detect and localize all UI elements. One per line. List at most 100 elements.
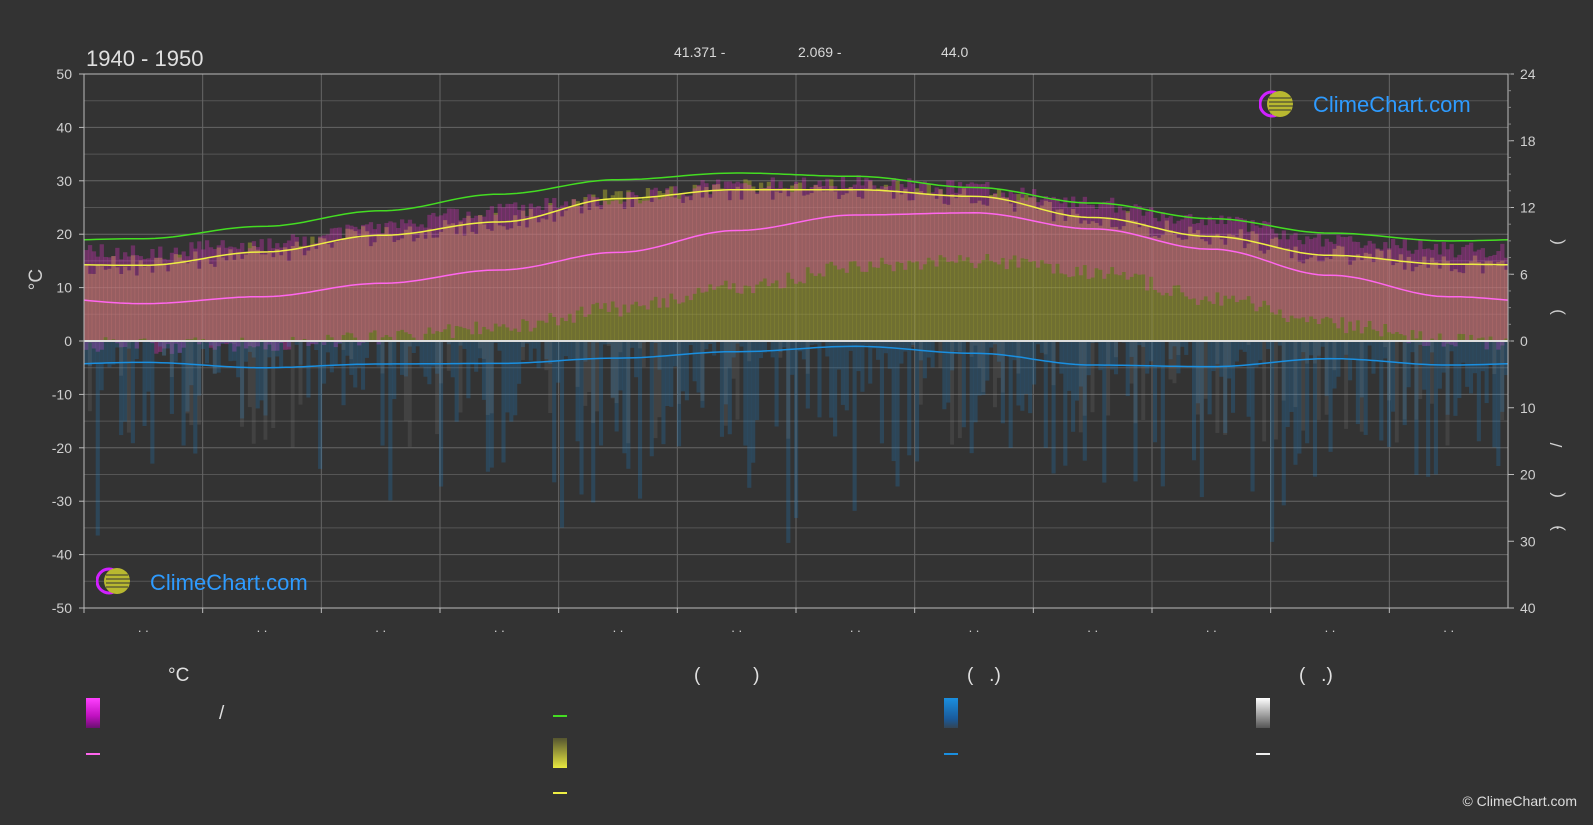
snow-bar	[169, 341, 174, 378]
precip-bar	[388, 341, 393, 501]
brand-name-bottom[interactable]: ClimeChart.com	[150, 570, 308, 595]
sunshine-bar	[661, 193, 666, 341]
x-tick-label: . .	[375, 620, 386, 635]
precip-bar	[115, 341, 120, 348]
right-axis-glyph: (	[1547, 239, 1566, 245]
precip-bar	[665, 341, 670, 407]
precip-bar	[637, 341, 643, 499]
sunshine-bar	[532, 216, 537, 341]
sunshine-bar	[665, 189, 670, 341]
sunshine-bar	[228, 249, 233, 341]
temp-range-bar	[957, 182, 963, 256]
precip-bar	[1223, 341, 1228, 433]
precip-bar	[1468, 341, 1474, 394]
sunshine-bar	[1410, 271, 1415, 341]
snow-bar	[786, 341, 791, 439]
sunshine-bar	[918, 191, 924, 341]
temp-range-bar	[548, 205, 553, 314]
sunshine-bar	[938, 188, 943, 341]
sunshine-bar	[575, 201, 580, 341]
sunshine-bar	[1468, 261, 1474, 341]
sunshine-bar	[1273, 237, 1279, 341]
snow-bar	[1078, 341, 1083, 433]
precip-bar	[177, 341, 182, 354]
precip-bar	[1043, 341, 1048, 448]
precip-bar	[1465, 341, 1470, 387]
precip-bar	[298, 341, 303, 365]
precip-bar	[630, 341, 635, 348]
temp-range-bar	[692, 188, 697, 294]
temp-range-bar	[388, 221, 393, 337]
precip-bar	[891, 341, 896, 462]
precip-bar	[1156, 341, 1161, 366]
temp-range-bar	[969, 182, 974, 263]
precip-bar	[439, 341, 444, 487]
temp-range-bar	[899, 184, 904, 264]
temp-range-bar	[1480, 248, 1485, 338]
temp-range-bar	[872, 185, 877, 268]
sunshine-bar	[829, 179, 834, 341]
sunshine-bar	[825, 191, 830, 341]
sunshine-bar	[961, 188, 967, 341]
temp-range-bar	[1141, 215, 1146, 275]
sunshine-bar	[368, 246, 374, 341]
snow-bar	[731, 341, 736, 379]
sunshine-bar	[1043, 200, 1049, 341]
precip-bar	[1500, 341, 1505, 412]
temp-range-bar	[965, 183, 971, 258]
precip-bar	[1067, 341, 1072, 391]
snow-bar	[1281, 341, 1286, 401]
snow-bar	[548, 341, 553, 413]
temp-range-bar	[716, 179, 721, 287]
precip-bar	[1293, 341, 1298, 465]
snow-bar	[973, 341, 978, 346]
sunshine-bar	[1176, 237, 1181, 341]
precip-bar	[895, 341, 900, 487]
precip-bar	[1387, 341, 1392, 447]
sunshine-bar	[622, 208, 627, 341]
precip-bar	[193, 341, 198, 454]
sunshine-bar	[290, 246, 296, 341]
sunshine-bar	[844, 193, 850, 341]
sunshine-bar	[669, 186, 674, 341]
snow-bar	[993, 341, 997, 408]
sunshine-bar	[388, 235, 393, 341]
temp-range-bar	[1429, 249, 1435, 339]
snow-bar	[911, 341, 915, 348]
temp-range-bar	[1008, 190, 1013, 260]
sunshine-bar	[1164, 220, 1169, 341]
precip-bar	[926, 341, 931, 358]
temp-range-bar	[103, 256, 108, 338]
precip-bar	[1367, 341, 1372, 346]
sunshine-bar	[478, 215, 483, 341]
temp-range-bar	[130, 245, 136, 341]
sunshine-bar	[1441, 256, 1446, 341]
sunshine-bar	[1363, 252, 1368, 341]
precip-bar	[341, 341, 346, 406]
sunshine-bar	[216, 247, 221, 341]
sunshine-bar	[165, 271, 171, 341]
sunshine-bar	[423, 238, 428, 341]
sunshine-bar	[407, 226, 413, 341]
brand-name-top[interactable]: ClimeChart.com	[1313, 92, 1471, 117]
snow-bar	[641, 341, 646, 367]
temp-range-bar	[1223, 224, 1228, 296]
sunshine-bar	[630, 207, 635, 341]
y-left-tick-label: 20	[56, 226, 72, 242]
temp-range-bar	[719, 191, 725, 286]
temp-range-bar	[1500, 243, 1505, 346]
y-right-top-tick-label: 18	[1520, 133, 1536, 149]
precip-bar	[1312, 341, 1318, 477]
precip-bar	[1207, 341, 1212, 415]
temp-range-bar	[466, 211, 471, 330]
sunshine-bar	[1488, 261, 1493, 341]
sunshine-bar	[337, 241, 342, 341]
sunshine-bar	[1449, 271, 1454, 341]
temp-range-bar	[1496, 251, 1501, 350]
temp-range-bar	[349, 225, 354, 334]
precip-bar	[1402, 341, 1407, 426]
temp-range-bar	[985, 182, 990, 255]
precip-bar	[556, 341, 561, 383]
sunshine-bar	[1231, 235, 1236, 341]
temp-range-bar	[1012, 193, 1017, 256]
